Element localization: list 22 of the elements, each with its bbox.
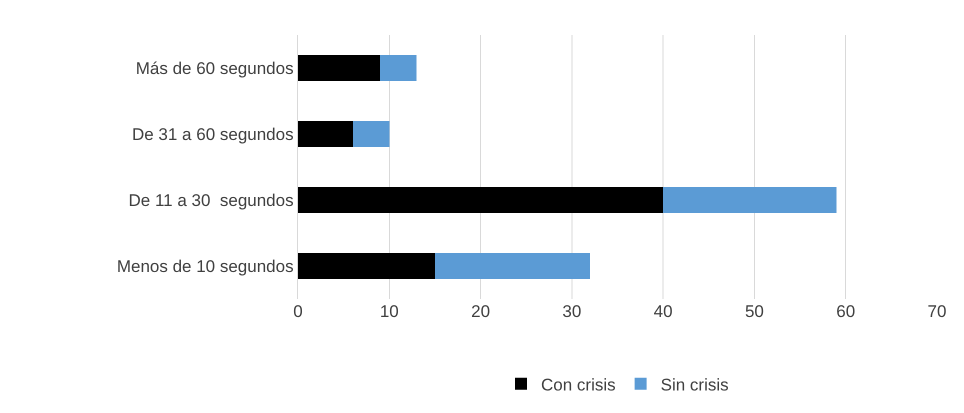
x-tick-label: 0 <box>293 302 303 321</box>
y-tick-label: Más de 60 segundos <box>136 58 294 78</box>
bar <box>434 252 590 280</box>
y-tick-label: Menos de 10 segundos <box>116 256 294 276</box>
x-tick-label: 40 <box>654 302 673 321</box>
x-tick-label: 70 <box>928 302 946 321</box>
bar <box>298 186 664 214</box>
x-tick-label: 60 <box>836 302 856 321</box>
x-tick-label: 30 <box>562 302 582 321</box>
bar <box>663 186 837 214</box>
y-tick-label: De 31 a 60 segundos <box>132 124 294 144</box>
bar <box>380 54 417 82</box>
bar <box>352 120 390 148</box>
bar <box>298 54 380 82</box>
x-tick-label: 50 <box>744 302 764 321</box>
bar <box>298 252 435 280</box>
x-tick-label: 20 <box>471 302 490 321</box>
legend-label: Sin crisis <box>660 375 729 394</box>
y-tick-label: De 11 a 30 segundos <box>128 190 294 210</box>
legend-label: Con crisis <box>541 375 616 394</box>
bar <box>298 120 353 148</box>
x-tick-label: 10 <box>380 302 399 321</box>
